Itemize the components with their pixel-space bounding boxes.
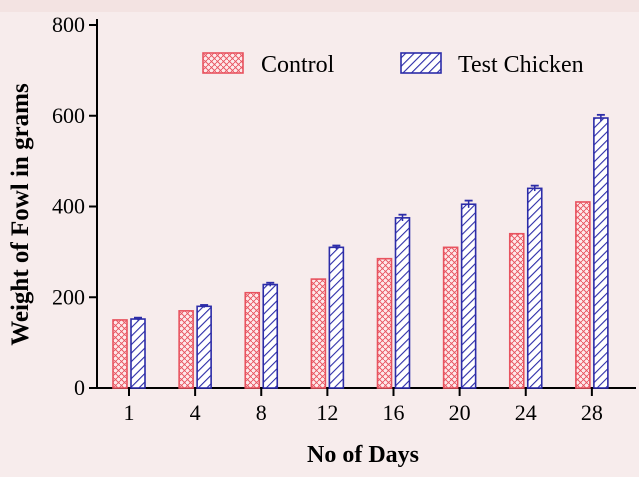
control-bar [112, 319, 128, 389]
test-chicken-bar [593, 117, 609, 389]
bars [112, 113, 609, 389]
control-bar [508, 232, 525, 389]
x-axis-title: No of Days [307, 442, 419, 468]
y-tick-label: 800 [52, 12, 85, 37]
x-tick-label: 12 [316, 400, 338, 425]
x-tick-label: 20 [449, 400, 471, 425]
x-tick-label: 8 [256, 400, 267, 425]
test-chicken-bar [130, 318, 146, 389]
y-axis-title-group: Weight of Fowl in grams [7, 83, 34, 346]
test-chicken-bar [196, 305, 212, 389]
x-tick-label: 24 [515, 400, 537, 425]
legend: Control Test Chicken [202, 52, 584, 78]
control-bar [310, 278, 327, 389]
test-chicken-bar [262, 283, 279, 389]
control-bar [442, 246, 459, 389]
y-tick-label: 400 [52, 194, 85, 219]
legend-swatch-test-chicken [400, 52, 442, 74]
x-tick-label: 1 [124, 400, 135, 425]
legend-label: Control [261, 52, 335, 78]
test-chicken-bar [526, 187, 543, 389]
y-tick-label: 200 [52, 284, 85, 309]
x-tick-label: 16 [383, 400, 405, 425]
x-tick-label: 28 [581, 400, 603, 425]
axes: 0 200 400 600 800 1 4 8 12 16 20 24 28 [52, 12, 636, 425]
control-bar [244, 291, 261, 389]
control-bar [575, 201, 591, 389]
x-tick-label: 4 [190, 400, 201, 425]
test-chicken-bar [394, 217, 411, 389]
legend-label: Test Chicken [458, 52, 584, 78]
y-axis-title: Weight of Fowl in grams [7, 83, 34, 346]
legend-swatch-control [202, 52, 244, 74]
test-chicken-bar [460, 203, 477, 389]
y-tick-label: 600 [52, 103, 85, 128]
test-chicken-bar [328, 246, 345, 389]
control-bar [178, 310, 194, 389]
y-tick-label: 0 [74, 375, 85, 400]
control-bar [376, 257, 393, 389]
